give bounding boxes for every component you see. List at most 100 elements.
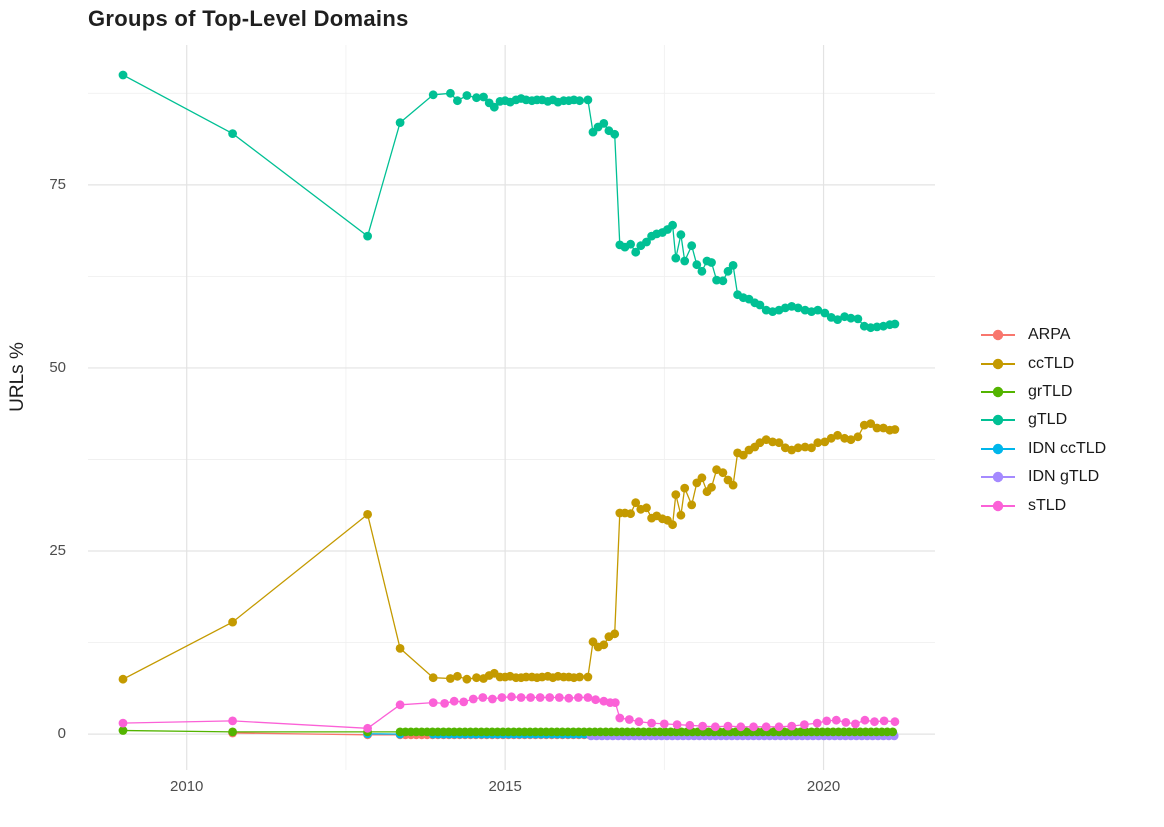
data-point-ccTLD [472,673,481,683]
data-point-ccTLD [820,437,830,447]
legend: ARPA ccTLD grTLD gTLD IDN ccTLD IDN gTLD sTLD [980,321,1106,520]
data-point-sTLD [583,693,593,702]
data-point-sTLD [774,722,784,732]
data-point-sTLD [440,699,449,708]
data-point-sTLD [228,716,238,726]
data-point-sTLD [822,716,832,726]
legend-key-dot [992,329,1004,341]
data-point-ccTLD [676,510,686,520]
data-point-gTLD [453,96,462,106]
data-point-ccTLD [707,482,716,492]
data-point-ccTLD [768,437,777,447]
legend-key-dot [992,386,1004,398]
data-point-sTLD [478,693,488,702]
data-point-sTLD [554,693,564,702]
data-point-sTLD [860,715,870,725]
legend-label: ccTLD [1028,354,1075,372]
legend-item-IDN-ccTLD: IDN ccTLD [980,435,1106,463]
y-tick-label: 75 [49,175,66,193]
data-point-sTLD [800,720,809,729]
data-point-gTLD [462,91,472,100]
data-point-sTLD [647,718,656,728]
data-point-ccTLD [642,503,651,513]
legend-item-gTLD: gTLD [980,406,1106,434]
data-point-sTLD [488,694,497,704]
data-point-sTLD [870,717,879,727]
data-point-ccTLD [718,468,728,478]
chart-title: Groups of Top-Level Domains [88,6,409,31]
x-tick-label: 2015 [488,778,522,795]
data-point-sTLD [787,721,797,731]
data-point-sTLD [723,721,733,731]
data-point-ccTLD [866,419,876,428]
data-point-gTLD [668,220,677,230]
legend-key-grTLD-icon [981,386,1015,398]
data-point-gTLD [680,256,690,266]
data-point-sTLD [736,722,746,732]
legend-key-dot [992,500,1004,511]
data-point-gTLD [676,230,686,240]
data-point-grTLD [888,727,898,737]
data-point-ccTLD [118,674,128,684]
data-point-ccTLD [363,510,372,519]
legend-item-ARPA: ARPA [980,321,1106,349]
data-point-gTLD [671,253,681,263]
legend-label: ARPA [1028,326,1071,344]
data-point-gTLD [489,102,499,112]
data-point-ccTLD [793,443,803,453]
data-point-sTLD [591,695,600,705]
data-point-ccTLD [626,509,635,519]
data-point-ccTLD [395,644,405,653]
data-point-gTLD [846,313,856,323]
data-point-ccTLD [728,480,738,490]
data-point-gTLD [687,241,697,251]
data-point-gTLD [642,237,651,247]
legend-key-IDN-gTLD-icon [981,471,1015,483]
data-point-sTLD [634,717,644,727]
data-point-sTLD [831,715,841,725]
legend-key-dot [992,415,1004,426]
data-point-ccTLD [575,672,584,682]
data-point-sTLD [449,696,459,706]
legend-key-gTLD-icon [981,415,1015,426]
data-point-gTLD [853,314,863,324]
data-point-ccTLD [800,442,810,452]
x-tick-label: 2010 [170,778,204,795]
data-point-gTLD [890,319,900,329]
data-point-gTLD [872,322,882,332]
data-point-gTLD [599,119,609,128]
data-point-sTLD [468,694,478,704]
data-point-sTLD [685,720,695,730]
legend-item-sTLD: sTLD [980,491,1106,519]
data-point-gTLD [583,95,593,105]
legend-key-dot [992,358,1004,369]
data-point-ccTLD [872,423,882,433]
data-point-sTLD [545,693,555,702]
data-point-sTLD [428,698,438,707]
data-point-gTLD [728,261,738,270]
data-point-sTLD [526,693,535,702]
data-point-sTLD [507,692,516,702]
data-point-ccTLD [446,674,455,683]
data-point-gTLD [228,129,238,139]
series-line-gTLD [122,74,895,329]
legend-item-ccTLD: ccTLD [980,349,1106,377]
legend-key-sTLD-icon [981,500,1015,511]
data-point-ccTLD [853,432,863,442]
data-point-gTLD [363,231,372,241]
data-point-ccTLD [890,425,900,434]
data-point-gTLD [692,260,702,270]
data-point-sTLD [564,693,574,703]
data-point-sTLD [615,713,625,723]
data-point-gTLD [793,303,803,313]
data-point-sTLD [890,717,900,727]
data-point-ccTLD [428,673,438,683]
data-point-gTLD [833,315,842,324]
data-point-ccTLD [610,629,620,639]
data-point-ccTLD [583,672,593,682]
data-point-ccTLD [453,671,462,681]
data-point-ccTLD [680,483,690,493]
data-point-sTLD [363,723,372,733]
data-point-ccTLD [774,438,784,448]
